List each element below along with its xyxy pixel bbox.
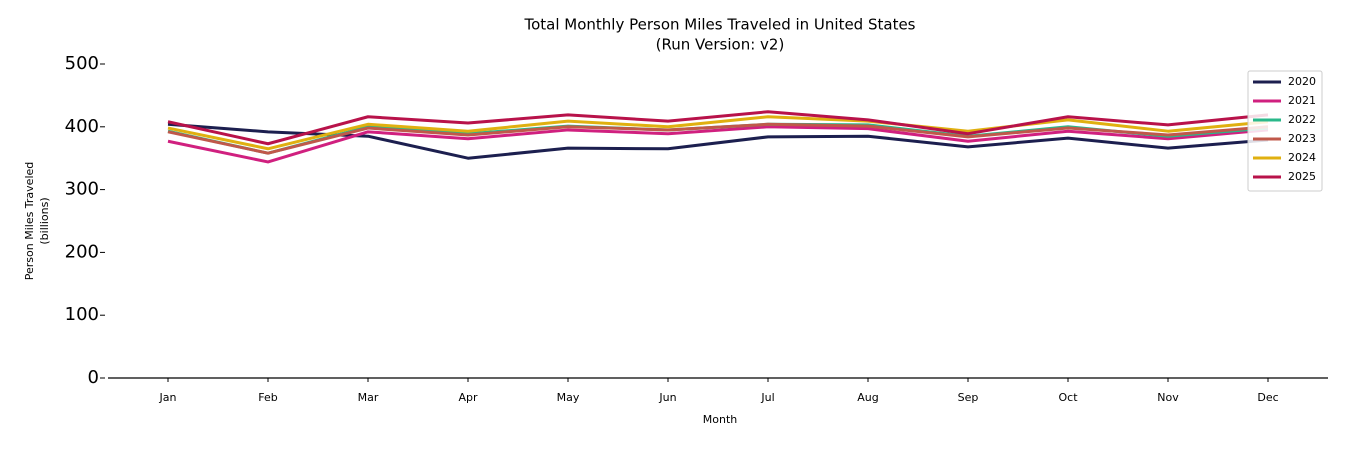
x-tick-label: Feb: [258, 391, 277, 404]
x-tick-label: Oct: [1058, 391, 1078, 404]
data-line: [167, 122, 1269, 155]
y-tick-label: 500: [65, 53, 99, 74]
x-tick-label: Jul: [760, 391, 774, 404]
y-tick-label: 100: [65, 304, 99, 325]
chart-subtitle: (Run Version: v2): [656, 36, 785, 54]
legend-label: 2020: [1288, 75, 1316, 88]
x-tick-label: Jan: [159, 391, 177, 404]
x-tick-label: Mar: [358, 391, 379, 404]
x-tick-label: Nov: [1157, 391, 1179, 404]
data-line: [167, 122, 1269, 155]
y-tick-label: 200: [65, 241, 99, 262]
legend-label: 2025: [1288, 170, 1316, 183]
x-tick-label: May: [557, 391, 580, 404]
y-tick-label: 0: [88, 367, 99, 388]
x-axis-label: Month: [703, 413, 738, 426]
legend-label: 2021: [1288, 94, 1316, 107]
y-tick-label: 400: [65, 116, 99, 137]
y-tick-label: 300: [65, 179, 99, 200]
y-axis-label: Person Miles Traveled: [23, 162, 36, 281]
legend-label: 2024: [1288, 151, 1316, 164]
x-tick-label: Dec: [1257, 391, 1278, 404]
data-line: [167, 110, 1269, 146]
data-line: [167, 115, 1269, 151]
x-tick-label: Sep: [958, 391, 979, 404]
chart-title: Total Monthly Person Miles Traveled in U…: [523, 16, 915, 34]
y-axis-label: (billions): [38, 197, 51, 244]
legend-label: 2023: [1288, 132, 1316, 145]
x-tick-label: Jun: [658, 391, 676, 404]
legend-label: 2022: [1288, 113, 1316, 126]
x-tick-label: Apr: [458, 391, 478, 404]
data-line: [167, 125, 1269, 164]
x-tick-label: Aug: [857, 391, 878, 404]
